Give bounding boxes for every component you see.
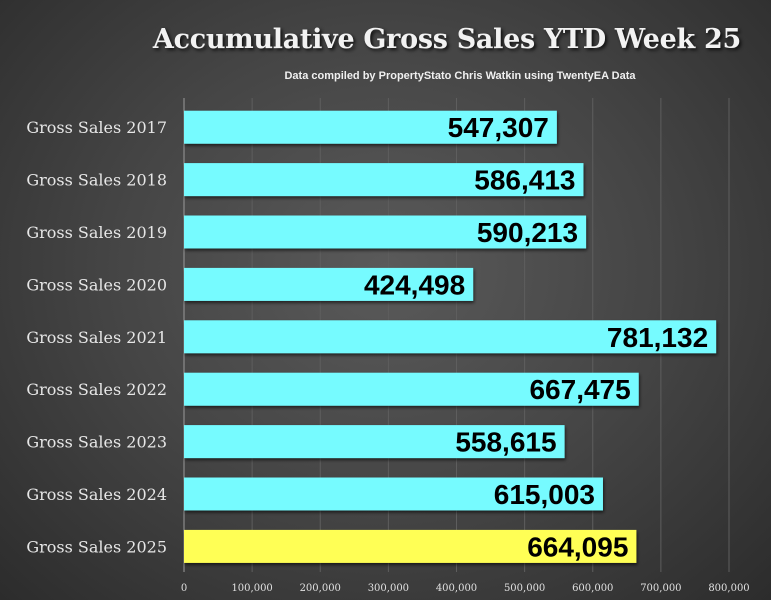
bar xyxy=(184,163,584,197)
category-label: Gross Sales 2017 xyxy=(26,118,167,137)
data-label: 667,475 xyxy=(529,374,630,405)
data-label: 664,095 xyxy=(527,531,628,562)
chart-title: Accumulative Gross Sales YTD Week 25 xyxy=(152,24,741,55)
bar xyxy=(184,215,587,249)
bar xyxy=(184,372,639,406)
data-label: 586,413 xyxy=(474,165,575,196)
data-label: 558,615 xyxy=(455,427,556,458)
x-tick-label: 700,000 xyxy=(640,583,681,594)
bar xyxy=(184,267,474,301)
bar xyxy=(184,529,637,563)
x-tick-label: 200,000 xyxy=(300,583,341,594)
chart-subtitle: Data compiled by PropertyStato Chris Wat… xyxy=(284,70,636,82)
data-label: 615,003 xyxy=(494,479,595,510)
x-tick-label: 500,000 xyxy=(504,583,545,594)
data-label: 781,132 xyxy=(607,322,708,353)
bar xyxy=(184,110,557,144)
category-label: Gross Sales 2025 xyxy=(26,537,167,556)
x-tick-label: 800,000 xyxy=(708,583,749,594)
x-tick-label: 600,000 xyxy=(572,583,613,594)
category-label: Gross Sales 2023 xyxy=(26,433,167,452)
x-tick-label: 0 xyxy=(181,583,187,594)
bar xyxy=(184,425,565,459)
x-tick-label: 400,000 xyxy=(436,583,477,594)
category-label: Gross Sales 2024 xyxy=(26,485,167,504)
category-label: Gross Sales 2022 xyxy=(26,380,167,399)
x-tick-label: 100,000 xyxy=(231,583,272,594)
category-label: Gross Sales 2019 xyxy=(26,223,167,242)
data-label: 424,498 xyxy=(364,269,465,300)
bar xyxy=(184,320,717,354)
data-label: 547,307 xyxy=(448,112,549,143)
category-label: Gross Sales 2018 xyxy=(26,171,167,190)
x-tick-label: 300,000 xyxy=(368,583,409,594)
data-label: 590,213 xyxy=(477,217,578,248)
bar xyxy=(184,477,603,511)
category-label: Gross Sales 2021 xyxy=(26,328,167,347)
category-label: Gross Sales 2020 xyxy=(26,275,167,294)
